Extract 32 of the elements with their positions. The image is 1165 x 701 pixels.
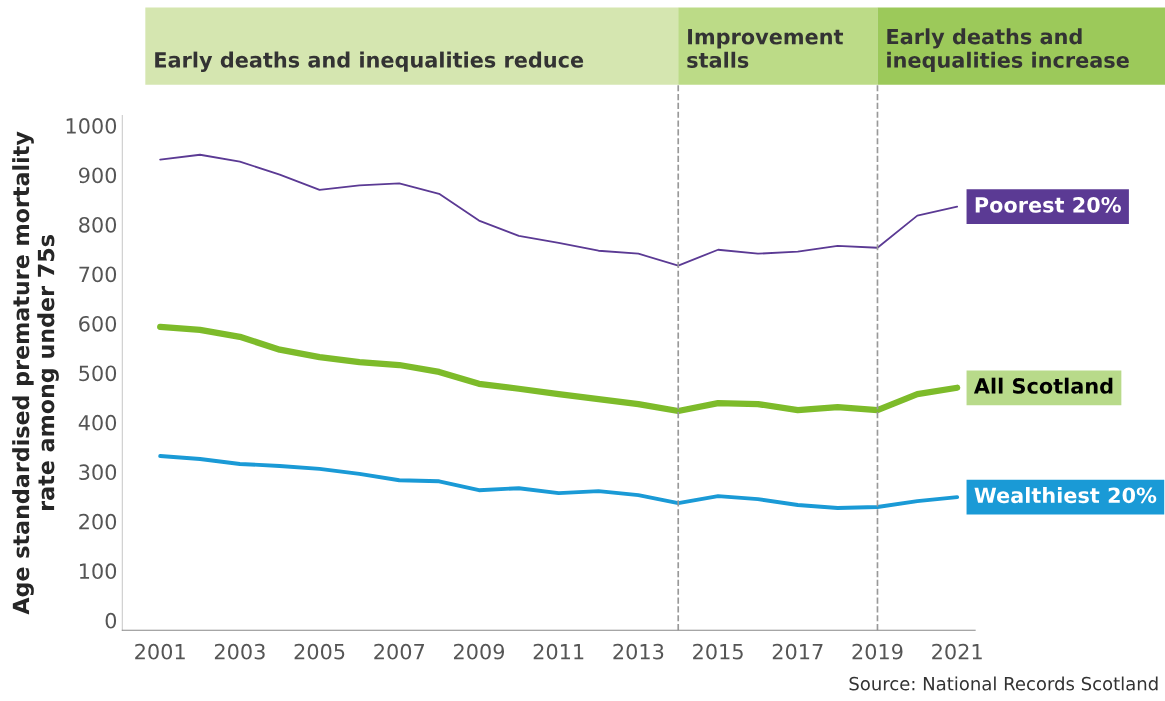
x-tick-label: 2007	[374, 643, 425, 660]
y-tick-label: 900	[79, 167, 117, 184]
line-series	[159, 153, 959, 267]
line-series	[158, 454, 960, 510]
series-label: Poorest 20%	[975, 196, 1121, 213]
x-tick-label: 2013	[613, 643, 664, 660]
y-tick-label: 400	[78, 414, 117, 431]
y-axis-title: Age standardised premature mortality rate among under 75s	[12, 131, 59, 615]
y-tick-label: 500	[79, 365, 117, 382]
y-tick-label: 200	[79, 513, 117, 530]
text: Improvement stalls	[687, 29, 844, 68]
y-tick-label: 1000	[66, 118, 117, 134]
x-tick-label: 2003	[214, 643, 265, 660]
x-tick-label: 2009	[453, 643, 505, 660]
y-tick-label: 100	[79, 563, 117, 580]
x-tick-label: 2001	[135, 643, 185, 660]
y-tick-label: 0	[105, 612, 117, 629]
y-tick-label: 700	[79, 266, 117, 283]
text: Early deaths and inequalities increase	[887, 28, 1129, 72]
x-tick-label: 2019	[852, 643, 903, 660]
x-tick-label: 2005	[294, 643, 345, 660]
x-tick-label: 2021	[932, 643, 982, 660]
series-label: Wealthiest 20%	[974, 487, 1157, 504]
y-tick-label: 300	[79, 464, 117, 481]
y-tick-label: 800	[79, 216, 117, 233]
text: Early deaths and inequalities reduce	[155, 51, 584, 72]
x-tick-label: 2011	[533, 643, 584, 660]
series-label: All Scotland	[973, 377, 1113, 394]
x-tick-label: 2017	[772, 643, 823, 660]
y-tick-label: 600	[79, 315, 117, 332]
source-note: Source: National Records Scotland	[849, 676, 1158, 691]
x-tick-label: 2015	[693, 643, 743, 660]
